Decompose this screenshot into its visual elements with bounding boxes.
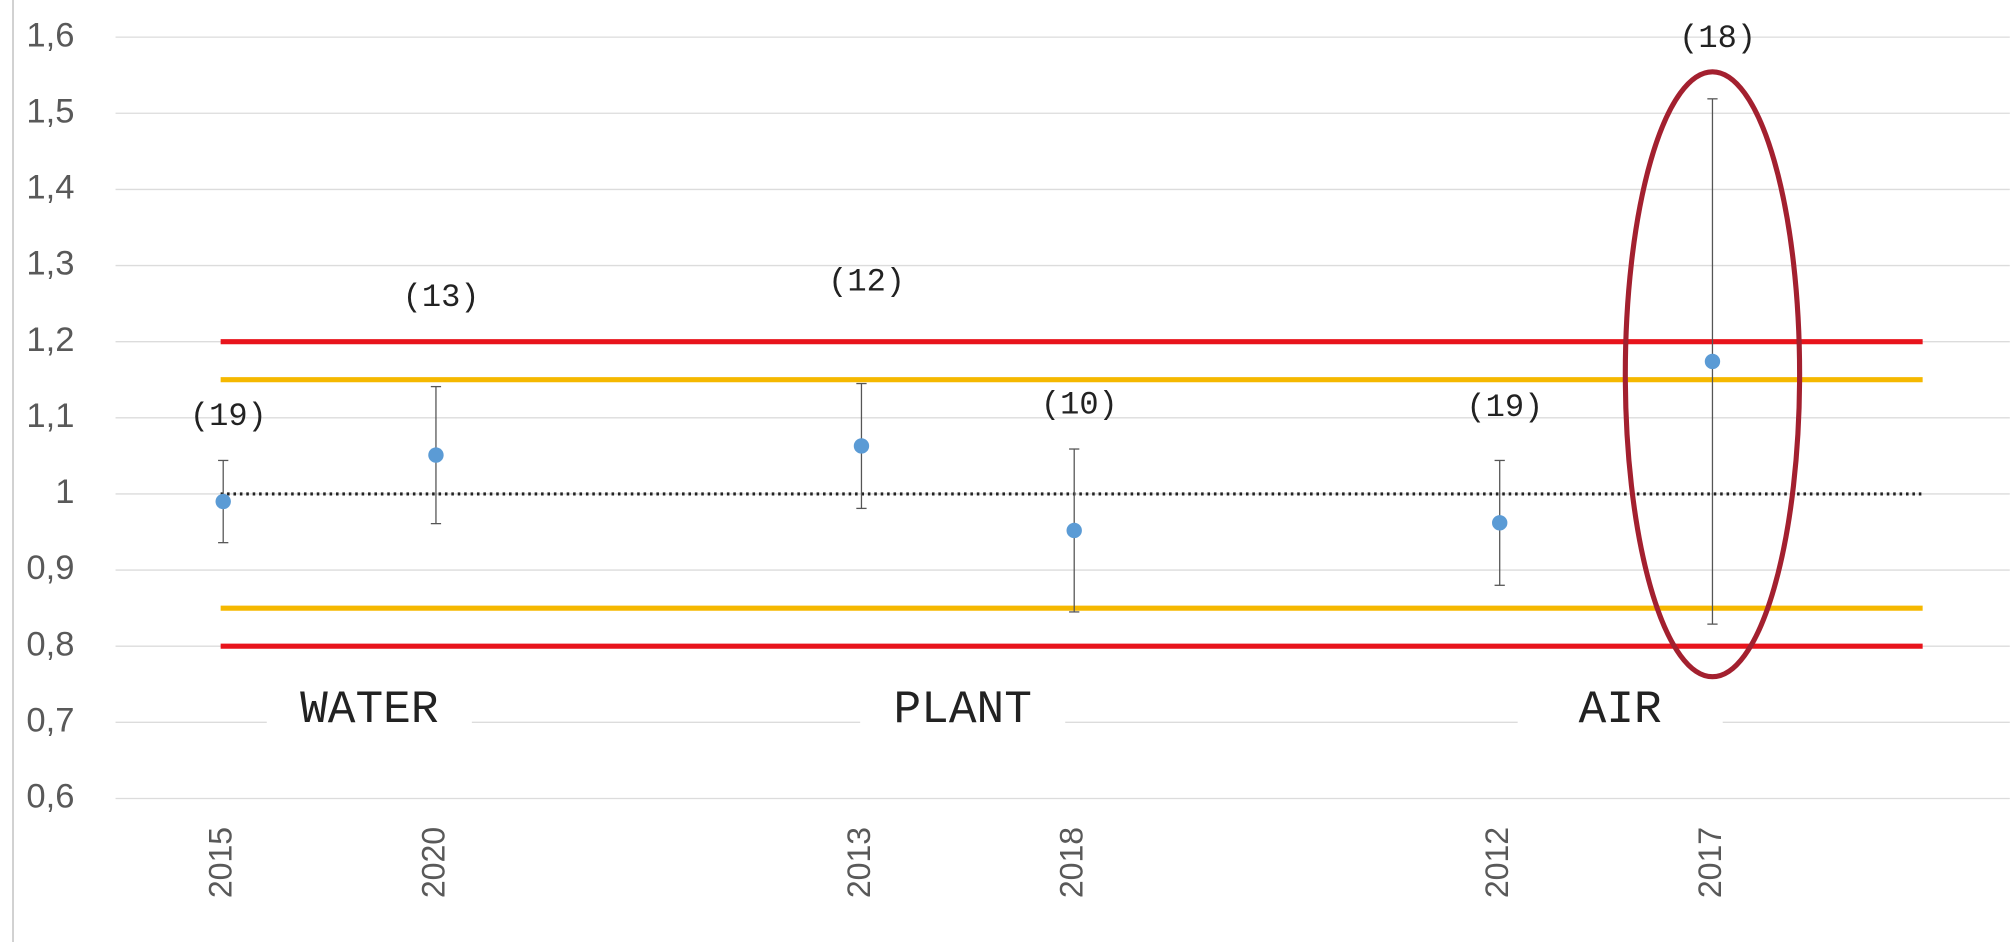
- x-tick-label: 2020: [415, 827, 451, 898]
- data-point: [428, 447, 444, 463]
- count-label: (12): [828, 263, 905, 300]
- y-tick-label: 1,4: [26, 169, 74, 207]
- count-label: (19): [1466, 389, 1543, 426]
- count-label: (18): [1679, 20, 1756, 57]
- y-tick-label: 1,2: [26, 321, 74, 359]
- group-label-bg: [860, 677, 1066, 743]
- data-point: [215, 493, 231, 510]
- group-label: AIR: [1579, 684, 1662, 736]
- y-tick-label: 1,5: [26, 92, 74, 130]
- y-tick-label: 1: [55, 473, 74, 511]
- y-tick-label: 1,6: [26, 16, 74, 54]
- x-tick-label: 2013: [841, 827, 877, 898]
- count-label: (19): [190, 398, 267, 435]
- group-label-bg: [266, 677, 472, 743]
- data-point: [853, 438, 870, 454]
- group-label: PLANT: [894, 684, 1032, 736]
- group-label: WATER: [300, 684, 438, 736]
- y-tick-label: 1,3: [26, 245, 74, 283]
- count-label: (13): [403, 279, 480, 316]
- x-tick-label: 2018: [1054, 827, 1090, 898]
- x-tick-label: 2012: [1479, 827, 1515, 898]
- group-label-bg: [1517, 677, 1723, 743]
- y-tick-label: 1,1: [26, 397, 74, 435]
- highlight: [1622, 69, 1803, 680]
- data-point: [1704, 353, 1721, 370]
- data-point: [1066, 522, 1082, 539]
- count-label: (10): [1041, 386, 1118, 423]
- y-tick-label: 0,8: [26, 625, 74, 663]
- data-point: [1492, 515, 1508, 531]
- x-tick-label: 2017: [1692, 827, 1728, 898]
- y-tick-label: 0,9: [26, 549, 74, 587]
- x-tick-label: 2015: [203, 827, 239, 898]
- y-tick-label: 0,6: [26, 778, 74, 816]
- y-tick-label: 0,7: [26, 701, 74, 739]
